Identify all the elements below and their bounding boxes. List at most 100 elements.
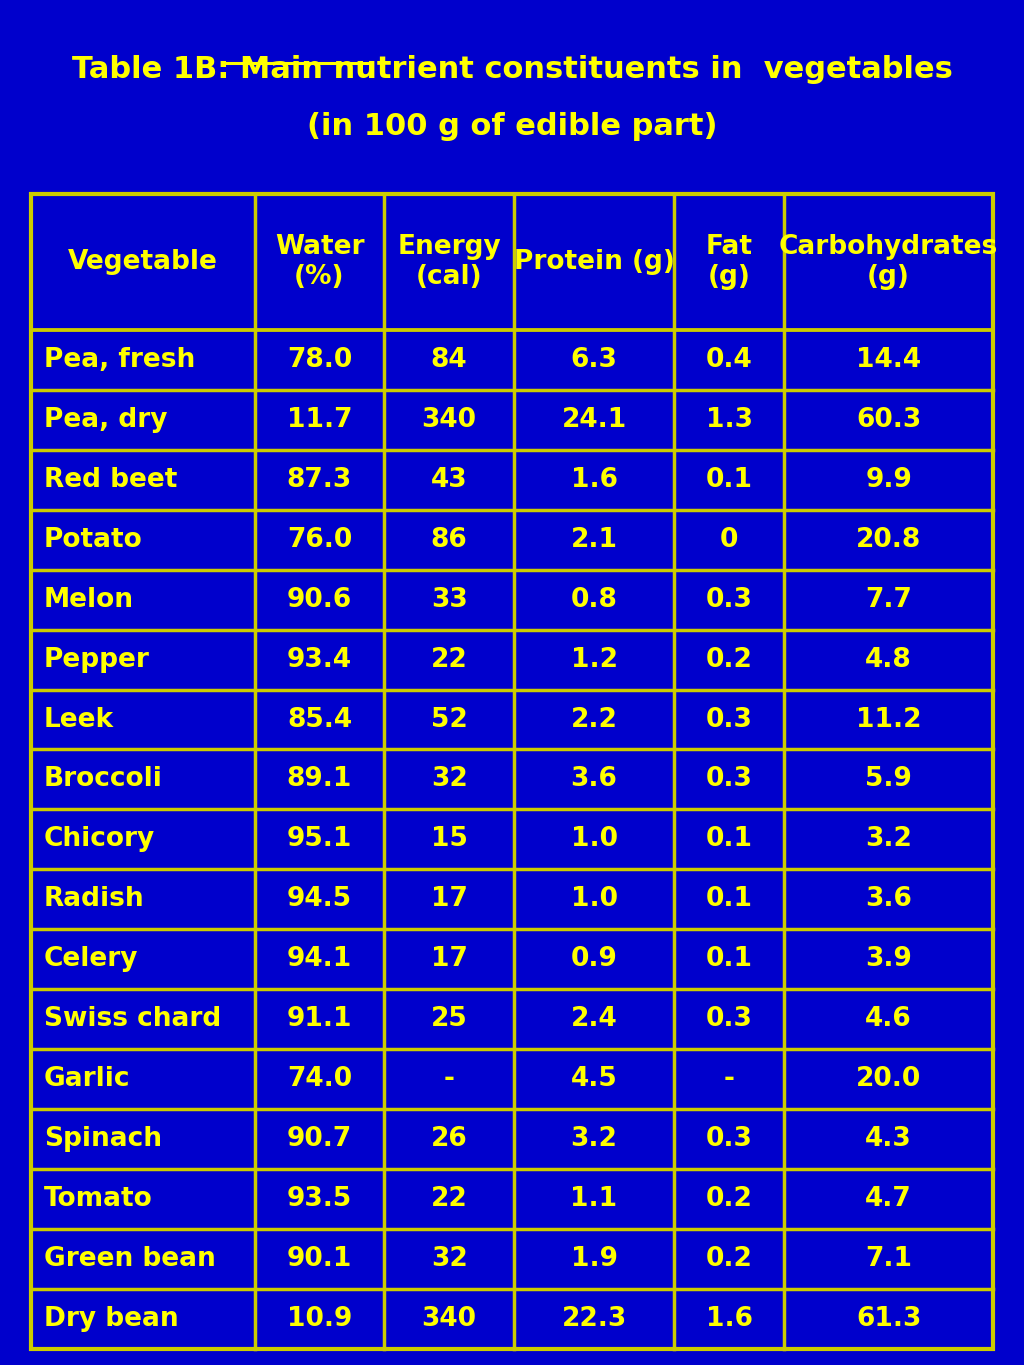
Text: Water
(%): Water (%): [274, 233, 365, 289]
Text: 17: 17: [431, 886, 468, 912]
Text: 0.1: 0.1: [706, 886, 753, 912]
Text: Radish: Radish: [44, 886, 144, 912]
Text: 10.9: 10.9: [287, 1306, 352, 1332]
Text: 0.2: 0.2: [706, 1186, 753, 1212]
Text: 60.3: 60.3: [856, 407, 922, 433]
Text: (in 100 g of edible part): (in 100 g of edible part): [307, 112, 717, 141]
Text: 4.5: 4.5: [570, 1066, 617, 1092]
Text: 1.1: 1.1: [570, 1186, 617, 1212]
Text: Fat
(g): Fat (g): [706, 233, 753, 289]
Text: 87.3: 87.3: [287, 467, 352, 493]
Text: 15: 15: [431, 826, 468, 852]
Text: 0.3: 0.3: [706, 766, 753, 793]
Text: Leek: Leek: [44, 707, 114, 733]
Text: 3.6: 3.6: [570, 766, 617, 793]
Text: 1.9: 1.9: [570, 1246, 617, 1272]
Text: 3.6: 3.6: [865, 886, 912, 912]
Text: 7.1: 7.1: [865, 1246, 912, 1272]
Text: 14.4: 14.4: [856, 347, 922, 373]
Text: 20.0: 20.0: [856, 1066, 922, 1092]
Text: 1.6: 1.6: [570, 467, 617, 493]
Text: 89.1: 89.1: [287, 766, 352, 793]
Text: 85.4: 85.4: [287, 707, 352, 733]
Text: Tomato: Tomato: [44, 1186, 153, 1212]
Text: 0.1: 0.1: [706, 946, 753, 972]
Text: 94.5: 94.5: [287, 886, 352, 912]
Text: 22.3: 22.3: [561, 1306, 627, 1332]
Text: Energy
(cal): Energy (cal): [397, 233, 501, 289]
Text: 61.3: 61.3: [856, 1306, 922, 1332]
Text: Vegetable: Vegetable: [68, 248, 218, 274]
Text: Carbohydrates
(g): Carbohydrates (g): [779, 233, 998, 289]
Text: Spinach: Spinach: [44, 1126, 162, 1152]
Text: 0: 0: [720, 527, 738, 553]
Text: 26: 26: [431, 1126, 468, 1152]
Text: Protein (g): Protein (g): [514, 248, 675, 274]
Text: Green bean: Green bean: [44, 1246, 216, 1272]
Text: Broccoli: Broccoli: [44, 766, 163, 793]
Text: 86: 86: [431, 527, 468, 553]
Text: 43: 43: [431, 467, 467, 493]
Text: Dry bean: Dry bean: [44, 1306, 178, 1332]
Text: Table 1B: Main nutrient constituents in  vegetables: Table 1B: Main nutrient constituents in …: [72, 55, 952, 83]
Text: 4.7: 4.7: [865, 1186, 912, 1212]
Text: 91.1: 91.1: [287, 1006, 352, 1032]
Text: Red beet: Red beet: [44, 467, 177, 493]
Text: 0.9: 0.9: [570, 946, 617, 972]
Text: 24.1: 24.1: [561, 407, 627, 433]
Text: 90.6: 90.6: [287, 587, 352, 613]
Text: 25: 25: [431, 1006, 468, 1032]
Text: Garlic: Garlic: [44, 1066, 130, 1092]
Text: Swiss chard: Swiss chard: [44, 1006, 221, 1032]
Text: Chicory: Chicory: [44, 826, 156, 852]
Text: 74.0: 74.0: [287, 1066, 352, 1092]
Text: 5.9: 5.9: [865, 766, 912, 793]
Text: 340: 340: [422, 1306, 476, 1332]
Text: 90.1: 90.1: [287, 1246, 352, 1272]
Text: 90.7: 90.7: [287, 1126, 352, 1152]
Text: 340: 340: [422, 407, 476, 433]
Text: 0.1: 0.1: [706, 467, 753, 493]
Text: 0.2: 0.2: [706, 647, 753, 673]
Text: 6.3: 6.3: [570, 347, 617, 373]
Text: 94.1: 94.1: [287, 946, 352, 972]
Bar: [31, 194, 993, 1349]
Text: 22: 22: [431, 647, 468, 673]
Text: 3.2: 3.2: [865, 826, 912, 852]
Text: 9.9: 9.9: [865, 467, 912, 493]
Text: Potato: Potato: [44, 527, 142, 553]
Text: 7.7: 7.7: [865, 587, 912, 613]
Text: 78.0: 78.0: [287, 347, 352, 373]
Text: 2.4: 2.4: [570, 1006, 617, 1032]
Text: Pea, fresh: Pea, fresh: [44, 347, 196, 373]
Text: 95.1: 95.1: [287, 826, 352, 852]
Text: 4.8: 4.8: [865, 647, 912, 673]
Text: -: -: [443, 1066, 455, 1092]
Text: Pea, dry: Pea, dry: [44, 407, 168, 433]
Text: 20.8: 20.8: [856, 527, 922, 553]
Text: 76.0: 76.0: [287, 527, 352, 553]
Text: 11.7: 11.7: [287, 407, 352, 433]
Text: 0.8: 0.8: [570, 587, 617, 613]
Text: 0.3: 0.3: [706, 707, 753, 733]
Text: 93.4: 93.4: [287, 647, 352, 673]
Text: 84: 84: [431, 347, 467, 373]
Text: 32: 32: [431, 1246, 468, 1272]
Text: 1.0: 1.0: [570, 826, 617, 852]
Text: 93.5: 93.5: [287, 1186, 352, 1212]
Text: 2.1: 2.1: [570, 527, 617, 553]
Text: Celery: Celery: [44, 946, 138, 972]
Text: 52: 52: [431, 707, 468, 733]
Text: 0.4: 0.4: [706, 347, 753, 373]
Text: 0.3: 0.3: [706, 1006, 753, 1032]
Text: Pepper: Pepper: [44, 647, 150, 673]
Text: 32: 32: [431, 766, 468, 793]
Text: 0.3: 0.3: [706, 587, 753, 613]
Text: 3.2: 3.2: [570, 1126, 617, 1152]
Text: 4.6: 4.6: [865, 1006, 912, 1032]
Text: 0.3: 0.3: [706, 1126, 753, 1152]
Text: -: -: [724, 1066, 734, 1092]
Text: 22: 22: [431, 1186, 468, 1212]
Text: 17: 17: [431, 946, 468, 972]
Text: 0.2: 0.2: [706, 1246, 753, 1272]
